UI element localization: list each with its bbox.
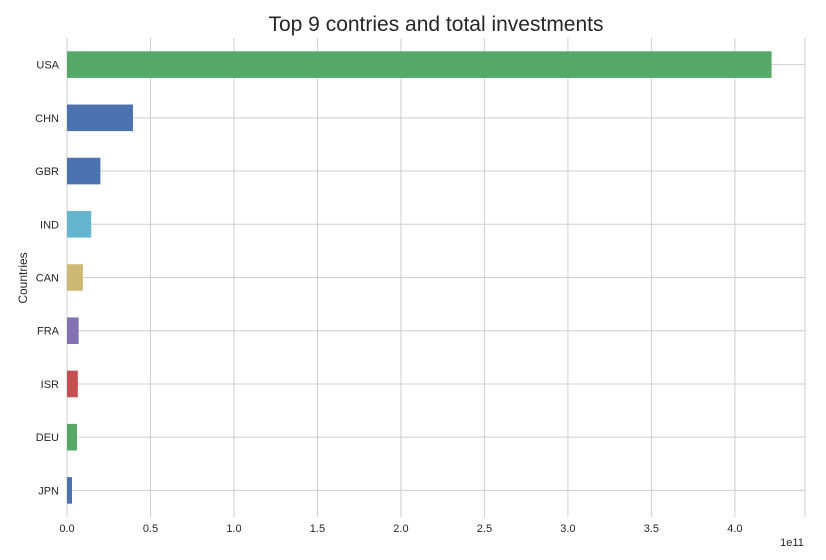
x-tick-label: 0.0 [59,523,74,535]
y-tick-labels: JPN DEU ISR FRA CAN IND GBR CHN USA [35,60,60,498]
x-tick-label: 1.5 [310,523,325,535]
y-tick-label: USA [36,60,59,72]
y-tick-label: FRA [37,326,60,338]
x-tick-label: 1.0 [226,523,241,535]
y-tick-label: CHN [35,113,59,125]
x-tick-label: 4.0 [727,523,742,535]
x-axis-offset-label: 1e11 [780,537,804,549]
x-tick-label: 3.0 [560,523,575,535]
bar-isr [67,370,78,398]
bar-jpn [67,477,73,504]
x-tick-label: 2.5 [477,523,492,535]
x-tick-labels: 0.0 0.5 1.0 1.5 2.0 2.5 3.0 3.5 4.0 [59,523,742,535]
y-tick-label: DEU [36,432,59,444]
bar-ind [67,210,92,238]
y-tick-label: ISR [41,379,59,391]
y-tick-label: IND [40,219,59,231]
bar-fra [67,317,79,345]
x-tick-label: 3.5 [644,523,659,535]
y-axis-label: Countries [16,252,30,303]
bar-usa [67,51,772,78]
bars-layer [67,51,772,504]
bar-chn [67,104,133,132]
x-tick-label: 2.0 [393,523,408,535]
bar-deu [67,423,78,451]
bar-can [67,264,83,291]
bar-gbr [67,157,101,185]
y-tick-label: GBR [35,166,59,178]
chart-title: Top 9 contries and total investments [268,13,603,36]
y-tick-label: JPN [38,485,59,497]
y-tick-label: CAN [36,273,59,285]
x-tick-label: 0.5 [143,523,158,535]
grid-layer [66,38,806,517]
